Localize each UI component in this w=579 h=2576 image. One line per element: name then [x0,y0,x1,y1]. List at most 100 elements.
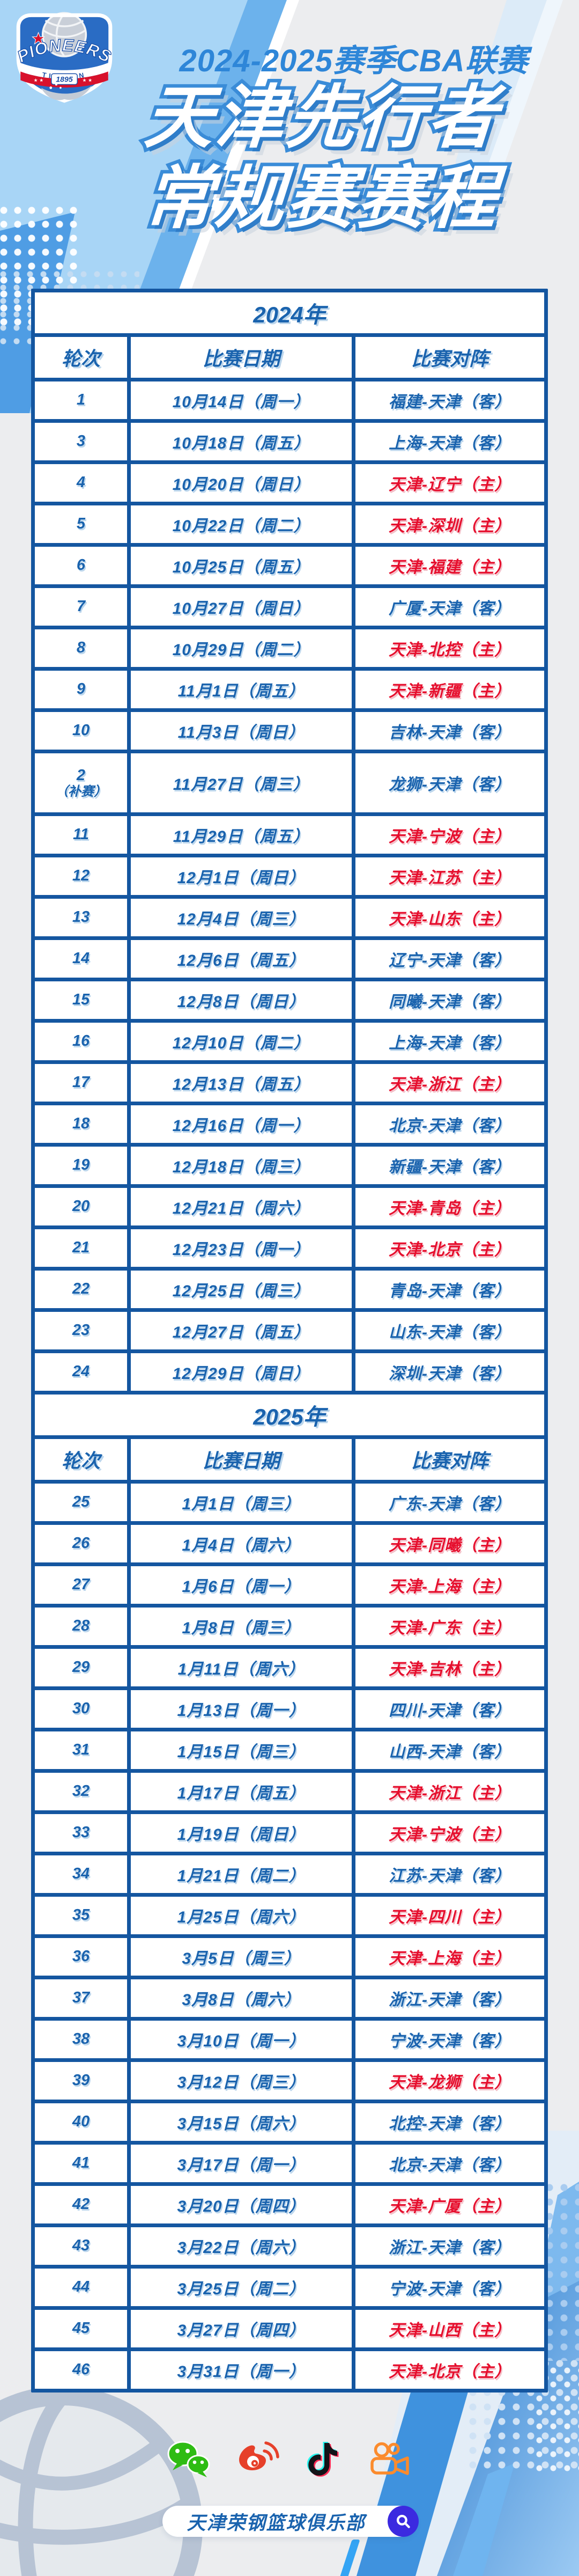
round-cell: 8 [35,629,127,667]
column-header-1: 比赛日期 [131,337,352,378]
date-cell: 12月1日（周日） [131,857,352,895]
date-cell: 1月6日（周一） [131,1566,352,1604]
round-cell: 24 [35,1353,127,1391]
kuaishou-icon[interactable] [367,2441,412,2477]
match-cell: 同曦-天津（客） [355,981,544,1019]
round-cell: 14 [35,940,127,978]
date-cell: 12月23日（周一） [131,1229,352,1267]
date-cell: 10月27日（周日） [131,588,352,626]
match-cell: 天津-广东（主） [355,1608,544,1645]
match-cell: 天津-青岛（主） [355,1188,544,1225]
douyin-icon[interactable] [304,2439,343,2479]
date-cell: 12月6日（周五） [131,940,352,978]
date-cell: 12月10日（周二） [131,1023,352,1060]
match-cell: 江苏-天津（客） [355,1855,544,1893]
match-cell: 青岛-天津（客） [355,1271,544,1308]
round-cell: 29 [35,1649,127,1686]
round-cell: 25 [35,1484,127,1521]
date-cell: 3月8日（周六） [131,1979,352,2017]
match-cell: 上海-天津（客） [355,1023,544,1060]
red-star-icon [32,32,46,45]
round-cell: 15 [35,981,127,1019]
round-cell: 1 [35,381,127,419]
round-cell: 20 [35,1188,127,1225]
date-cell: 10月14日（周一） [131,381,352,419]
schedule-table: 2024年 轮次 比赛日期 比赛对阵 1 10月14日（周一） 福建-天津（客） 3 10月18… [31,289,548,2392]
date-cell: 12月13日（周五） [131,1064,352,1102]
svg-text:★ ★: ★ ★ [33,77,43,83]
match-cell: 四川-天津（客） [355,1690,544,1728]
date-cell: 10月22日（周二） [131,505,352,543]
round-cell: 10 [35,712,127,750]
round-cell: 22 [35,1271,127,1308]
round-cell: 41 [35,2145,127,2182]
round-cell: 27 [35,1566,127,1604]
dot-pattern-right-middle [546,2184,579,2361]
round-cell: 5 [35,505,127,543]
round-cell: 18 [35,1105,127,1143]
date-cell: 12月8日（周日） [131,981,352,1019]
match-cell: 吉林-天津（客） [355,712,544,750]
date-cell: 1月21日（周二） [131,1855,352,1893]
round-cell: 34 [35,1855,127,1893]
date-cell: 11月1日（周五） [131,671,352,708]
round-cell: 26 [35,1525,127,1562]
match-cell: 天津-深圳（主） [355,505,544,543]
match-cell: 天津-北京（主） [355,1229,544,1267]
date-cell: 11月27日（周三） [131,753,352,812]
match-cell: 天津-浙江（主） [355,1773,544,1810]
round-cell: 4 [35,464,127,502]
date-cell: 1月8日（周三） [131,1608,352,1645]
round-cell: 42 [35,2186,127,2223]
match-cell: 北控-天津（客） [355,2103,544,2141]
match-cell: 天津-龙狮（主） [355,2062,544,2100]
social-icons-row [0,2439,579,2479]
search-button[interactable] [388,2506,419,2537]
section-year-header: 2025年 [35,1395,544,1435]
match-cell: 天津-浙江（主） [355,1064,544,1102]
match-cell: 辽宁-天津（客） [355,940,544,978]
round-cell: 12 [35,857,127,895]
club-name-label: 天津荣钢篮球俱乐部 [187,2512,366,2534]
date-cell: 1月25日（周六） [131,1897,352,1934]
date-cell: 10月18日（周五） [131,423,352,460]
date-cell: 1月13日（周一） [131,1690,352,1728]
weibo-icon[interactable] [236,2439,279,2479]
round-cell: 16 [35,1023,127,1060]
round-cell: 3 [35,423,127,460]
match-cell: 天津-北京（主） [355,2351,544,2389]
date-cell: 3月22日（周六） [131,2227,352,2265]
round-cell: 9 [35,671,127,708]
round-cell: 28 [35,1608,127,1645]
cyan-sliver-decoration [339,2540,360,2576]
round-cell: 6 [35,547,127,584]
round-cell: 19 [35,1147,127,1184]
round-cell: 13 [35,899,127,936]
round-cell: 36 [35,1938,127,1976]
match-cell: 天津-上海（主） [355,1938,544,1976]
date-cell: 12月16日（周一） [131,1105,352,1143]
column-header-0: 轮次 [35,337,127,378]
match-cell: 天津-福建（主） [355,547,544,584]
round-cell: 32 [35,1773,127,1810]
round-cell: 23 [35,1312,127,1349]
match-cell: 天津-辽宁（主） [355,464,544,502]
round-cell: 43 [35,2227,127,2265]
round-cell: 45 [35,2310,127,2347]
match-cell: 山西-天津（客） [355,1731,544,1769]
wechat-icon[interactable] [167,2439,212,2479]
date-cell: 3月20日（周四） [131,2186,352,2223]
round-cell: 11 [35,816,127,854]
svg-text:★ ★: ★ ★ [82,77,92,83]
date-cell: 3月5日（周三） [131,1938,352,1976]
date-cell: 10月20日（周日） [131,464,352,502]
date-cell: 11月29日（周五） [131,816,352,854]
date-cell: 11月3日（周日） [131,712,352,750]
match-cell: 天津-山东（主） [355,899,544,936]
date-cell: 1月4日（周六） [131,1525,352,1562]
match-cell: 深圳-天津（客） [355,1353,544,1391]
match-cell: 龙狮-天津（客） [355,753,544,812]
club-search-pill[interactable]: 天津荣钢篮球俱乐部 [162,2506,419,2537]
date-cell: 12月4日（周三） [131,899,352,936]
date-cell: 10月29日（周二） [131,629,352,667]
